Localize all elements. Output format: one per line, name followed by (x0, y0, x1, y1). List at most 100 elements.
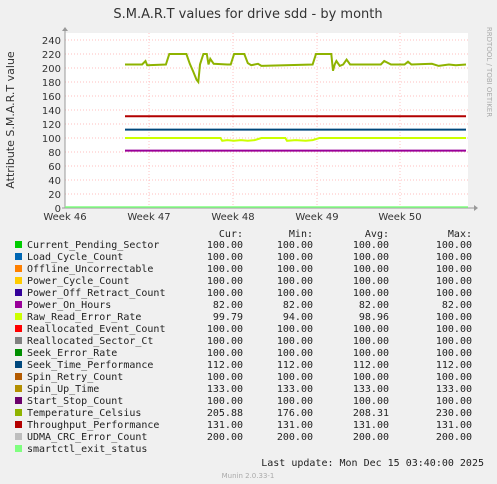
y-tick-label: 140 (42, 106, 61, 117)
y-tick-label: 0 (55, 204, 61, 215)
legend-swatch (15, 397, 22, 404)
y-tick-label: 20 (48, 190, 61, 201)
legend-value-avg: 133.00 (353, 384, 389, 395)
y-tick-label: 200 (42, 64, 61, 75)
legend-swatch (15, 253, 22, 260)
legend-value-min: 100.00 (277, 348, 313, 359)
series-line-temperature-celsius (125, 53, 467, 85)
legend-value-avg: 82.00 (359, 300, 389, 311)
legend-value-max: 100.00 (436, 348, 472, 359)
legend-value-min: 94.00 (283, 312, 313, 323)
legend-value-max: 100.00 (436, 396, 472, 407)
y-tick-label: 240 (42, 36, 61, 47)
plot-area (65, 33, 468, 208)
legend-value-cur: 100.00 (207, 348, 243, 359)
legend-series-name: smartctl_exit_status (27, 444, 147, 455)
y-tick-label: 100 (42, 134, 61, 145)
legend-value-min: 100.00 (277, 336, 313, 347)
legend-swatch (15, 277, 22, 284)
legend-value-cur: 100.00 (207, 396, 243, 407)
legend-value-cur: 100.00 (207, 372, 243, 383)
legend-swatch (15, 349, 22, 356)
legend-series-name: Temperature_Celsius (27, 408, 141, 419)
legend-value-cur: 133.00 (207, 384, 243, 395)
legend-value-cur: 200.00 (207, 432, 243, 443)
legend-value-max: 112.00 (436, 360, 472, 371)
legend-series-name: Reallocated_Event_Count (27, 324, 165, 335)
x-tick-label: Week 46 (43, 212, 86, 223)
legend-value-min: 200.00 (277, 432, 313, 443)
legend-value-min: 133.00 (277, 384, 313, 395)
y-axis-label: Attribute S.M.A.R.T value (4, 51, 17, 189)
legend-value-avg: 100.00 (353, 348, 389, 359)
legend-value-max: 100.00 (436, 324, 472, 335)
legend-column-header: Max: (448, 229, 472, 240)
legend-value-cur: 100.00 (207, 336, 243, 347)
x-tick-label: Week 50 (378, 212, 421, 223)
legend-swatch (15, 265, 22, 272)
legend-series-name: UDMA_CRC_Error_Count (27, 432, 147, 443)
legend-swatch (15, 313, 22, 320)
legend-series-name: Reallocated_Sector_Ct (27, 336, 153, 347)
legend-value-avg: 100.00 (353, 240, 389, 251)
legend-value-avg: 98.96 (359, 312, 389, 323)
y-tick-label: 120 (42, 120, 61, 131)
legend-value-avg: 100.00 (353, 336, 389, 347)
legend-series-name: Offline_Uncorrectable (27, 264, 153, 275)
legend-value-min: 100.00 (277, 396, 313, 407)
legend-value-min: 100.00 (277, 240, 313, 251)
legend-value-cur: 112.00 (207, 360, 243, 371)
x-tick-label: Week 47 (127, 212, 170, 223)
y-tick-label: 220 (42, 50, 61, 61)
x-tick-label: Week 49 (295, 212, 338, 223)
legend-value-max: 100.00 (436, 288, 472, 299)
last-update-text: Last update: Mon Dec 15 03:40:00 2025 (261, 458, 484, 469)
y-tick-label: 40 (48, 176, 61, 187)
legend-value-avg: 208.31 (353, 408, 389, 419)
legend-swatch (15, 373, 22, 380)
legend-swatch (15, 301, 22, 308)
legend-swatch (15, 409, 22, 416)
legend-series-name: Start_Stop_Count (27, 396, 123, 407)
legend-swatch (15, 421, 22, 428)
legend-column-header: Avg: (365, 229, 389, 240)
legend-series-name: Spin_Retry_Count (27, 372, 123, 383)
y-tick-label: 60 (48, 162, 61, 173)
legend-value-min: 100.00 (277, 252, 313, 263)
y-tick-label: 180 (42, 78, 61, 89)
legend-value-cur: 205.88 (207, 408, 243, 419)
legend-value-max: 100.00 (436, 336, 472, 347)
legend-swatch (15, 385, 22, 392)
legend-series-name: Spin_Up_Time (27, 384, 99, 395)
legend-value-avg: 100.00 (353, 288, 389, 299)
legend-value-min: 100.00 (277, 276, 313, 287)
legend-series-name: Power_On_Hours (27, 300, 111, 311)
legend-value-min: 100.00 (277, 372, 313, 383)
legend-value-max: 100.00 (436, 240, 472, 251)
legend-swatch (15, 289, 22, 296)
legend-value-cur: 100.00 (207, 240, 243, 251)
legend-value-avg: 200.00 (353, 432, 389, 443)
legend-value-max: 100.00 (436, 312, 472, 323)
legend-swatch (15, 445, 22, 452)
legend-swatch (15, 337, 22, 344)
x-tick-label: Week 48 (211, 212, 254, 223)
legend-value-cur: 100.00 (207, 252, 243, 263)
x-axis-arrow (474, 205, 478, 211)
legend-swatch (15, 241, 22, 248)
legend-value-avg: 100.00 (353, 252, 389, 263)
legend-value-min: 82.00 (283, 300, 313, 311)
legend-value-avg: 100.00 (353, 324, 389, 335)
legend-value-avg: 100.00 (353, 372, 389, 383)
legend-swatch (15, 361, 22, 368)
legend-value-avg: 100.00 (353, 264, 389, 275)
munin-version: Munin 2.0.33-1 (222, 472, 275, 480)
legend-value-cur: 100.00 (207, 288, 243, 299)
legend-value-cur: 100.00 (207, 276, 243, 287)
legend-series-name: Raw_Read_Error_Rate (27, 312, 141, 323)
legend-column-header: Min: (289, 229, 313, 240)
series-line-raw-read-error-rate (125, 137, 466, 142)
legend-series-name: Power_Cycle_Count (27, 276, 129, 287)
